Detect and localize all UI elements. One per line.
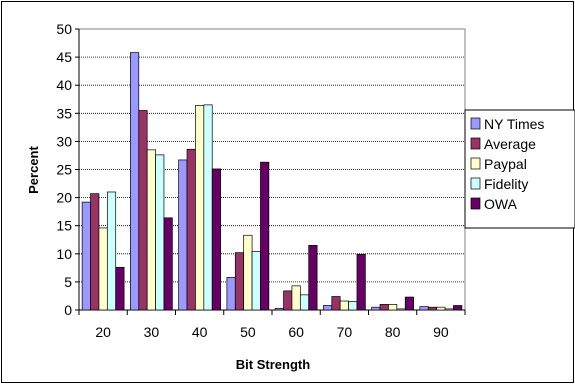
x-tick-label: 70	[337, 324, 353, 340]
bars-layer	[81, 52, 463, 311]
bar-average-90	[427, 306, 438, 311]
bar-average-80	[379, 304, 389, 311]
bar-ny-times-30	[130, 52, 140, 311]
legend-swatch	[470, 137, 481, 150]
x-axis-title: Bit Strength	[236, 357, 310, 372]
x-tick-label: 30	[144, 324, 160, 340]
y-tick-label: 40	[56, 77, 72, 93]
legend-label: Average	[484, 136, 536, 152]
legend-swatch	[470, 157, 481, 170]
y-tick-label: 50	[56, 21, 72, 37]
legend-label: OWA	[484, 196, 518, 212]
x-tick-label: 60	[288, 324, 304, 340]
bar-ny-times-40	[178, 159, 188, 311]
bar-average-40	[186, 148, 196, 311]
bar-average-20	[90, 193, 100, 311]
bar-fidelity-60	[299, 294, 310, 311]
bar-owa-90	[453, 305, 463, 311]
y-tick-label: 35	[56, 105, 72, 121]
y-tick-label: 20	[56, 190, 72, 206]
bar-fidelity-30	[155, 154, 165, 311]
x-tick-label: 90	[433, 324, 449, 340]
bar-average-60	[283, 290, 293, 311]
legend-swatch	[470, 197, 481, 210]
legend-swatch	[470, 177, 481, 190]
bar-ny-times-20	[81, 201, 91, 311]
x-axis-ticks: 20 30 40 50 60 70 80 90	[78, 310, 466, 340]
bar-paypal-60	[291, 285, 301, 311]
x-tick-label: 80	[385, 324, 401, 340]
y-tick-label: 5	[64, 274, 72, 290]
bar-ny-times-60	[274, 307, 284, 311]
legend: NY Times Average Paypal Fidelity OWA	[464, 109, 575, 229]
bar-fidelity-70	[348, 301, 358, 311]
bar-ny-times-50	[226, 277, 236, 311]
legend-label: Paypal	[484, 156, 527, 172]
bar-owa-70	[356, 254, 366, 311]
bar-owa-50	[260, 161, 270, 311]
bar-ny-times-70	[323, 305, 333, 311]
y-tick-label: 10	[56, 246, 72, 262]
y-tick-label: 30	[56, 133, 72, 149]
legend-label: NY Times	[484, 116, 544, 132]
bar-ny-times-90	[419, 306, 429, 311]
legend-label: Fidelity	[484, 176, 528, 192]
bar-owa-40	[211, 168, 221, 311]
y-tick-label: 45	[56, 49, 72, 65]
bar-paypal-70	[339, 300, 349, 311]
bar-owa-80	[404, 296, 414, 311]
bar-average-50	[234, 252, 245, 311]
bar-fidelity-90	[444, 308, 454, 311]
bar-fidelity-80	[396, 308, 406, 311]
bar-paypal-20	[98, 227, 108, 311]
x-tick-label: 20	[95, 324, 111, 340]
y-tick-label: 0	[64, 302, 72, 318]
bar-owa-60	[308, 245, 318, 311]
bar-average-70	[331, 296, 341, 311]
legend-box	[464, 109, 575, 229]
bar-owa-20	[115, 266, 125, 311]
x-tick-label: 50	[240, 324, 256, 340]
bar-paypal-30	[146, 149, 156, 311]
bar-owa-30	[163, 217, 173, 311]
bar-fidelity-40	[203, 104, 213, 311]
bar-paypal-40	[195, 105, 205, 311]
x-tick-label: 40	[192, 324, 208, 340]
legend-swatch	[470, 117, 481, 130]
bar-paypal-90	[436, 306, 446, 311]
bar-fidelity-20	[106, 191, 117, 311]
bar-paypal-80	[388, 304, 398, 311]
bar-paypal-50	[243, 234, 253, 311]
y-tick-label: 25	[56, 162, 72, 178]
y-axis-title: Percent	[26, 145, 41, 193]
bar-fidelity-50	[251, 251, 261, 311]
bar-ny-times-80	[371, 306, 381, 311]
y-tick-label: 15	[56, 218, 72, 234]
bar-average-30	[138, 110, 148, 311]
y-axis-ticks: 0 5 10 15 20 25 30 35 40 45 50	[56, 21, 79, 318]
